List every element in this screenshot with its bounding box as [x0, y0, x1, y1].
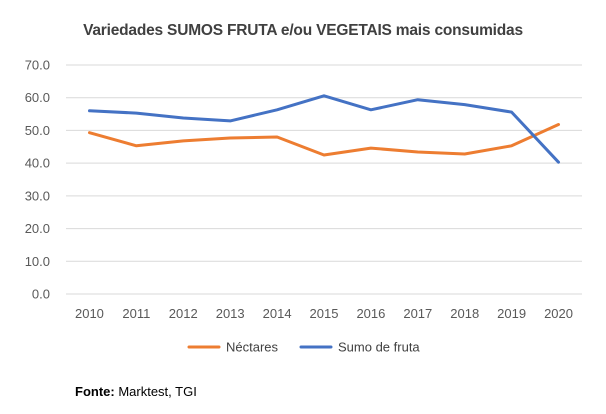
y-axis-ticks: 0.0 10.0 20.0 30.0 40.0 50.0 60.0 70.0: [25, 58, 50, 302]
y-tick-label: 60.0: [25, 90, 50, 105]
y-tick-label: 10.0: [25, 254, 50, 269]
x-tick-label: 2012: [169, 306, 198, 321]
x-axis-ticks: 2010 2011 2012 2013 2014 2015 2016 2017 2018 2019…: [75, 306, 573, 321]
x-tick-label: 2015: [310, 306, 339, 321]
legend: Néctares Sumo de fruta: [187, 340, 420, 355]
y-tick-label: 70.0: [25, 58, 50, 73]
y-tick-label: 40.0: [25, 156, 50, 171]
x-tick-label: 2019: [497, 306, 526, 321]
chart-title: Variedades SUMOS FRUTA e/ou VEGETAIS mai…: [83, 22, 523, 39]
series-line-sumo-de-fruta: [88, 94, 560, 164]
y-tick-label: 0.0: [32, 287, 50, 302]
x-tick-label: 2020: [544, 306, 573, 321]
legend-label: Sumo de fruta: [338, 340, 420, 355]
y-tick-label: 50.0: [25, 123, 50, 138]
x-tick-label: 2013: [216, 306, 245, 321]
gridlines: [66, 64, 582, 295]
source-text: Marktest, TGI: [114, 384, 197, 399]
y-tick-label: 30.0: [25, 188, 50, 203]
y-tick-label: 20.0: [25, 221, 50, 236]
x-tick-label: 2017: [403, 306, 432, 321]
x-tick-label: 2016: [356, 306, 385, 321]
legend-label: Néctares: [226, 340, 279, 355]
series-line-nectares: [88, 123, 560, 157]
source-label: Fonte:: [75, 384, 115, 399]
x-tick-label: 2011: [122, 306, 150, 321]
x-tick-label: 2018: [450, 306, 479, 321]
source-note: Fonte: Marktest, TGI: [75, 384, 197, 399]
series-lines: [88, 94, 560, 164]
x-tick-label: 2014: [263, 306, 292, 321]
x-tick-label: 2010: [75, 306, 104, 321]
